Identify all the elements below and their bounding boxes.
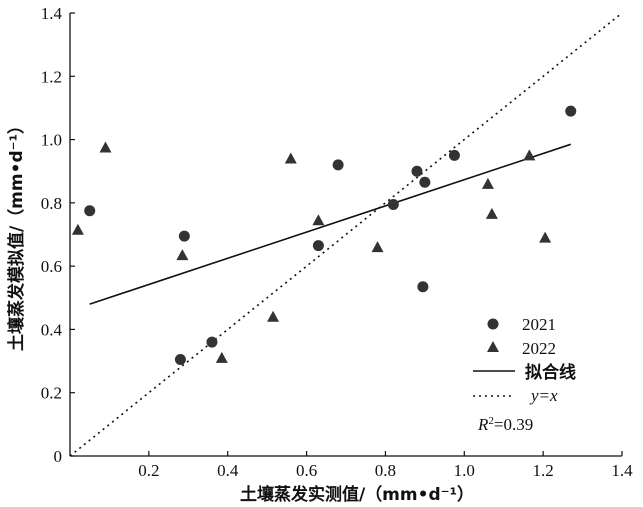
y-axis-title: 土壤蒸发模拟值/（mm•d⁻¹） — [6, 117, 27, 351]
reference-lines — [69, 12, 623, 457]
point-2022 — [312, 214, 325, 226]
x-tick-label: 1.4 — [611, 461, 633, 480]
identity-line — [69, 12, 623, 457]
y-tick-label: 0.6 — [41, 257, 62, 276]
x-tick-label: 0.2 — [138, 461, 159, 480]
point-2021 — [312, 240, 324, 252]
point-2022 — [176, 249, 189, 261]
r-squared-sup: 2 — [488, 415, 494, 427]
axes — [69, 13, 622, 457]
r-squared-annotation: R2=0.39 — [477, 415, 533, 434]
legend-label-fit: 拟合线 — [525, 362, 576, 383]
y-tick-label: 0.2 — [41, 384, 62, 403]
point-2022 — [485, 207, 498, 219]
legend-label-2022: 2022 — [522, 339, 556, 358]
r-squared-value: =0.39 — [494, 415, 533, 434]
point-2022 — [523, 149, 536, 161]
point-2021 — [178, 230, 190, 242]
point-2022 — [99, 141, 112, 153]
ticks: 0.2 0.4 0.6 0.8 1.0 1.2 1.4 0 0.2 0.4 0.6 0.8 1.0 1.2… — [41, 4, 633, 480]
point-2022 — [215, 351, 228, 363]
x-tick-label: 0.6 — [296, 461, 317, 480]
point-2021 — [417, 281, 429, 293]
point-2022 — [284, 152, 297, 164]
legend-label-identity: y=x — [529, 386, 558, 405]
r-squared-prefix: R — [477, 415, 489, 434]
point-2022 — [539, 231, 552, 243]
y-tick-label: 1.0 — [41, 131, 62, 150]
legend-label-2021: 2021 — [522, 315, 556, 334]
x-tick-label: 1.2 — [533, 461, 554, 480]
y-tick-label: 0.4 — [41, 320, 63, 339]
legend: 2021 2022 拟合线 y=x R2=0.39 — [473, 315, 576, 434]
point-2021 — [448, 149, 460, 161]
x-tick-label: 0.4 — [217, 461, 239, 480]
x-tick-label: 0.8 — [375, 461, 396, 480]
point-2021 — [174, 353, 186, 365]
y-tick-label: 0 — [54, 447, 63, 466]
point-2021 — [565, 105, 577, 117]
data-points — [71, 105, 577, 365]
legend-marker-2021 — [487, 318, 499, 330]
point-2022 — [371, 241, 384, 253]
point-2021 — [387, 198, 399, 210]
point-2021 — [332, 159, 344, 171]
point-2021 — [206, 336, 218, 348]
fit-line — [89, 143, 571, 305]
point-2022 — [481, 177, 494, 189]
y-tick-label: 1.4 — [41, 4, 63, 23]
point-2021 — [411, 165, 423, 177]
x-axis-title: 土壤蒸发实测值/（mm•d⁻¹） — [240, 484, 474, 505]
point-2022 — [71, 223, 84, 235]
point-2021 — [419, 176, 431, 188]
point-2022 — [267, 310, 280, 322]
y-tick-label: 1.2 — [41, 67, 62, 86]
point-2021 — [84, 205, 96, 217]
x-tick-label: 1.0 — [454, 461, 475, 480]
y-tick-label: 0.8 — [41, 194, 62, 213]
legend-marker-2022 — [487, 341, 499, 352]
